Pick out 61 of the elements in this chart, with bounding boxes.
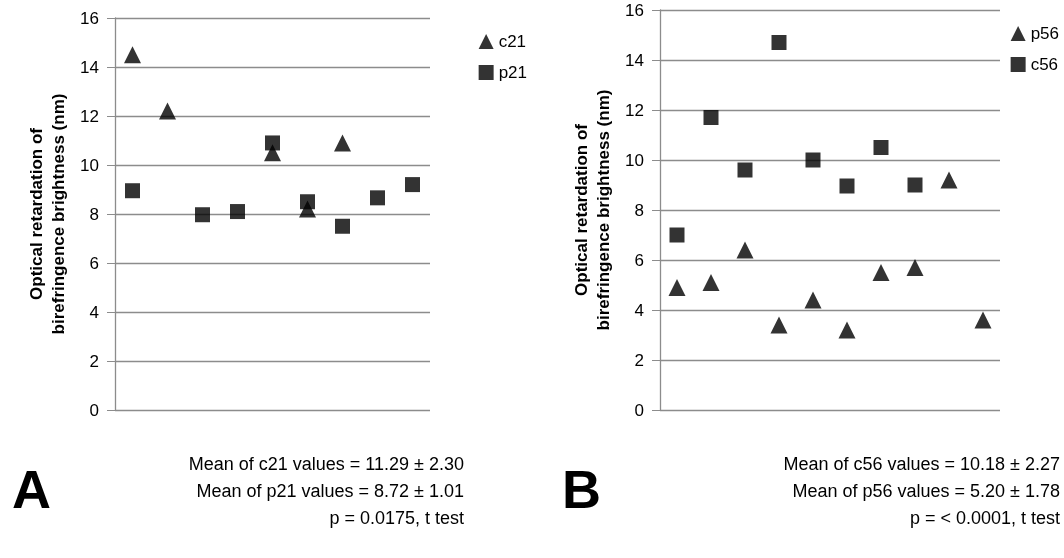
point: [300, 194, 315, 210]
point: [736, 241, 754, 259]
text: A: [12, 459, 51, 519]
text: B: [562, 459, 601, 519]
text: p = < 0.0001, t test: [909, 508, 1060, 528]
y-tick-label: 16: [625, 0, 644, 20]
y-tick-label: 6: [89, 253, 99, 273]
y-tick-label: 2: [634, 350, 644, 370]
text: Mean of p56 values = 5.20 ± 1.78: [792, 481, 1060, 501]
point: [805, 152, 821, 168]
text: Mean of c21 values = 11.29 ± 2.30: [188, 454, 464, 474]
legend-label: c21: [498, 32, 527, 51]
point: [737, 162, 753, 178]
point: [668, 279, 686, 296]
y-tick-label: 0: [89, 400, 99, 420]
y-tick-label: 10: [80, 155, 99, 175]
legend-label: p21: [498, 63, 528, 82]
y-tick-label: 6: [634, 250, 644, 270]
point: [873, 140, 889, 155]
y-tick-label: 12: [625, 100, 644, 120]
point: [838, 321, 856, 339]
point: [125, 183, 140, 199]
point: [335, 218, 350, 234]
y-tick-label: 2: [89, 351, 99, 371]
point: [230, 204, 245, 220]
point: [124, 46, 141, 64]
point: [770, 316, 788, 334]
y-axis-title: Optical retardation of birefringence brightness (nm): [571, 89, 613, 331]
y-tick-label: 8: [634, 200, 644, 220]
y-tick-label: 12: [80, 106, 99, 126]
point: [370, 190, 385, 206]
point: [804, 291, 822, 309]
point: [405, 177, 420, 193]
y-tick-label: 0: [634, 400, 644, 420]
point: [771, 35, 787, 50]
point: [195, 207, 210, 223]
text: Mean of c56 values = 10.18 ± 2.27: [783, 454, 1060, 474]
point: [974, 311, 992, 329]
y-tick-label: 4: [89, 302, 99, 322]
point: [872, 264, 890, 281]
point: [702, 274, 720, 291]
y-tick-label: 14: [80, 57, 99, 77]
point: [906, 259, 924, 276]
y-tick-label: 4: [634, 300, 644, 320]
point: [265, 135, 280, 151]
text: p = 0.0175, t test: [329, 508, 464, 528]
point: [159, 102, 176, 120]
legend-label: p56: [1030, 24, 1060, 43]
legend-label: c56: [1030, 55, 1059, 74]
y-tick-label: 10: [625, 150, 644, 170]
y-tick-label: 14: [625, 50, 644, 70]
point: [839, 178, 855, 194]
point: [703, 110, 719, 125]
y-axis-title: Optical retardation of birefringence brightness (nm): [26, 93, 68, 335]
y-tick-label: 16: [80, 8, 99, 28]
y-tick-label: 8: [89, 204, 99, 224]
point: [334, 134, 351, 152]
point: [940, 171, 958, 189]
point: [907, 177, 923, 193]
text: Mean of p21 values = 8.72 ± 1.01: [196, 481, 464, 501]
point: [669, 227, 685, 243]
